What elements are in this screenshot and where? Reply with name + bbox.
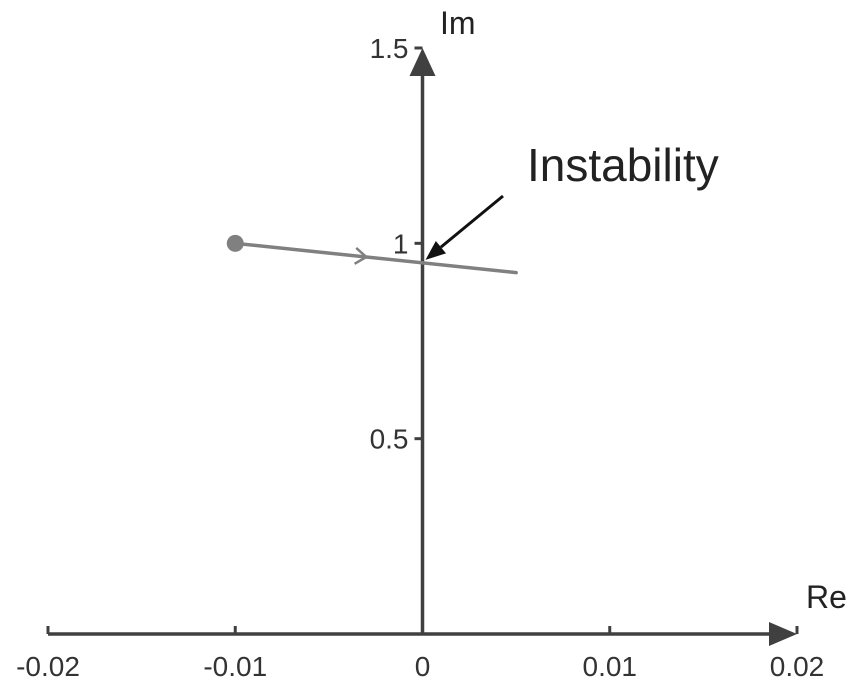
ticks: -0.02 -0.01 0 0.01 0.02 0.5 1 1.5: [16, 33, 824, 682]
x-axis-label: Re: [806, 579, 847, 615]
x-tick-label: 0.01: [583, 651, 638, 682]
series-layer: [226, 234, 518, 275]
x-axis-arrowhead: [769, 622, 797, 646]
x-tick-label: -0.01: [203, 651, 267, 682]
annotation-arrow-line: [439, 194, 504, 249]
x-tick-label: -0.02: [16, 651, 80, 682]
annotation-label: Instability: [527, 139, 719, 191]
y-tick-label: 1: [393, 228, 409, 259]
x-tick-label: 0: [415, 651, 431, 682]
x-tick-label: 0.02: [770, 651, 825, 682]
y-axis-label: Im: [440, 5, 476, 41]
y-tick-label: 0.5: [370, 424, 409, 455]
annotation-arrowhead: [425, 240, 447, 260]
locus-start-point: [226, 234, 244, 252]
locus-line: [233, 241, 518, 275]
y-axis-arrowhead: [409, 48, 436, 76]
y-tick-label: 1.5: [370, 33, 409, 64]
annotation-layer: Instability: [425, 139, 719, 260]
direction-arrow: [353, 246, 369, 265]
axes: [48, 48, 797, 646]
